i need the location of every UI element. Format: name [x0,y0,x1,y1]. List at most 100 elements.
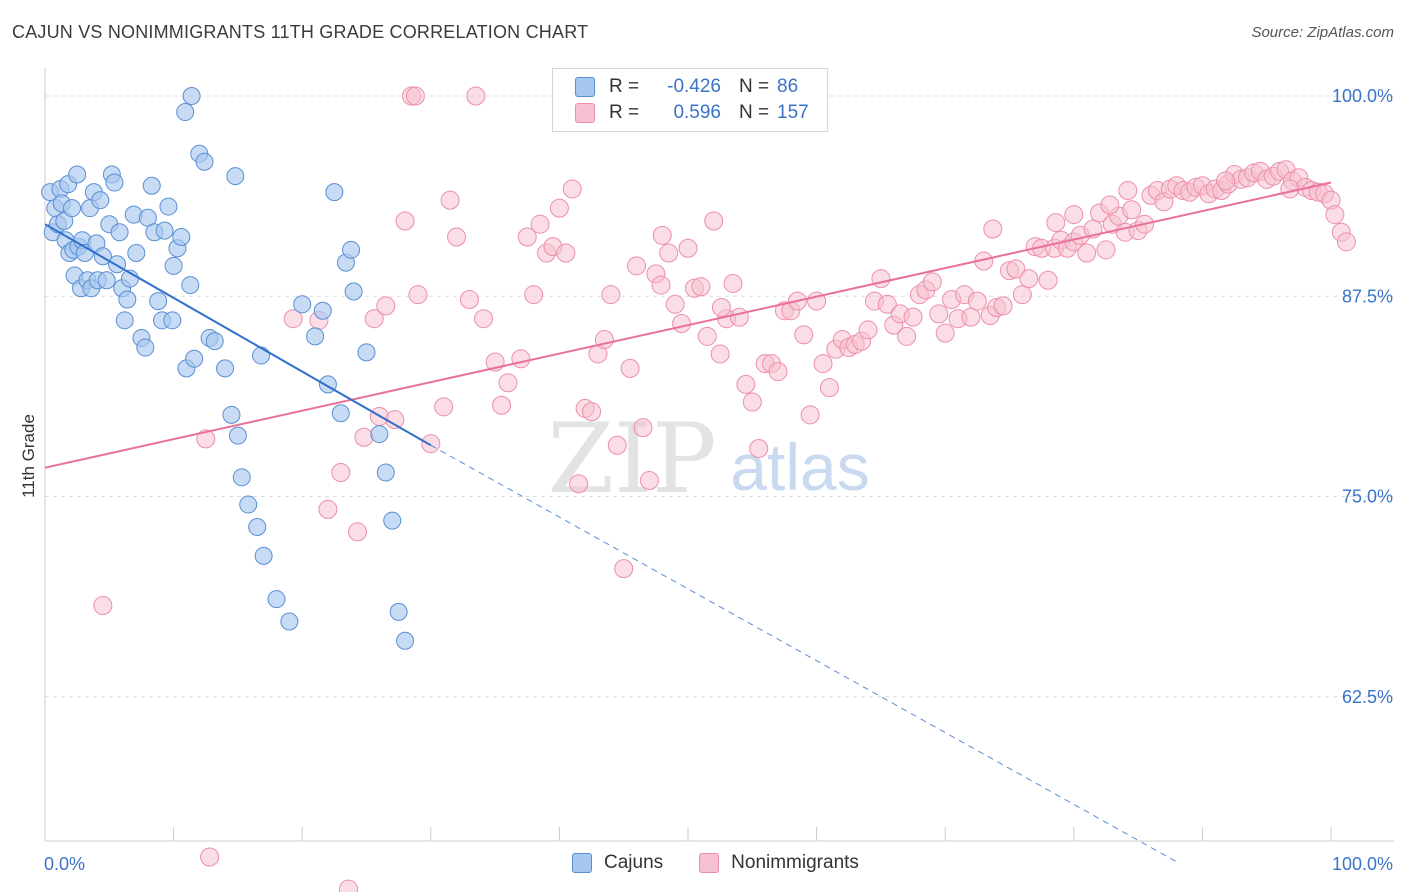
cajuns-point [325,183,344,202]
nonimmigrants-point [749,438,769,458]
nonimmigrants-point [633,418,653,438]
cajuns-point [164,256,183,275]
cajuns-swatch-icon [575,77,595,97]
nonimmigrants-point [440,190,460,210]
cajuns-point [127,244,146,263]
cajuns-point [118,290,137,309]
legend-item-nonimmigrants[interactable]: Nonimmigrants [699,852,859,874]
cajuns-point [205,332,224,351]
cajuns-point [306,327,325,346]
cajuns-point [108,255,127,274]
nonimmigrants-point [405,86,425,106]
nonimmigrants-point [672,314,692,334]
nonimmigrants-point [651,275,671,295]
cajuns-point [389,602,408,621]
nonimmigrants-point [983,219,1003,239]
watermark: ZIP atlas [547,403,869,515]
cajuns-point [181,276,200,295]
cajuns-point [396,631,415,650]
nonimmigrants-point [903,307,923,327]
nonimmigrants-point [697,326,717,346]
tick-labels: 62.5% 75.0% 87.5% 100.0% 0.0% 100.0% [44,86,1393,874]
nonimmigrants-point [338,879,358,892]
nonimmigrants-point [93,595,113,615]
nonimmigrants-point [897,326,917,346]
legend-item-cajuns[interactable]: Cajuns [572,852,663,874]
cajuns-point [267,590,286,609]
legend-n-value: 157 [777,102,809,123]
y-tick-label: 100.0% [1332,86,1393,106]
cajuns-point [155,221,174,240]
nonimmigrants-point [408,285,428,305]
cajuns-point [136,338,155,357]
nonimmigrants-point [556,243,576,263]
nonimmigrants-point [871,269,891,289]
nonimmigrants-point [614,559,634,579]
x-tick-label: 100.0% [1332,854,1393,874]
legend-n-value: 86 [777,76,799,97]
nonimmigrants-point [347,522,367,542]
cajuns-swatch-icon [572,853,592,873]
cajuns-point [357,343,376,362]
watermark-zip: ZIP [547,403,716,515]
nonimmigrants-point [1019,269,1039,289]
cajuns-point [383,511,402,530]
nonimmigrants-point [1006,259,1026,279]
cajuns-point [195,152,214,171]
nonimmigrants-point [331,463,351,483]
nonimmigrants-point [498,373,518,393]
nonimmigrants-point [1096,240,1116,260]
cajuns-point [280,612,299,631]
nonimmigrants-point [492,395,512,415]
nonimmigrants-point [922,272,942,292]
nonimmigrants-swatch-icon [575,103,595,123]
nonimmigrants-point [929,304,949,324]
nonimmigrants-point [601,285,621,305]
cajuns-point [142,176,161,195]
nonimmigrants-point [961,307,981,327]
legend-nonimmigrants-label: Nonimmigrants [731,852,859,873]
nonimmigrants-point [704,211,724,231]
nonimmigrants-point [447,227,467,247]
nonimmigrants-point [877,294,897,314]
nonimmigrants-point [794,325,814,345]
nonimmigrants-point [459,289,479,309]
x-tick-label: 0.0% [44,854,85,874]
nonimmigrants-point [196,429,216,449]
cajuns-point [68,165,87,184]
y-axis-label: 11th Grade [19,414,38,498]
nonimmigrants-point [607,435,627,455]
nonimmigrants-point [524,285,544,305]
y-tick-label: 87.5% [1342,286,1393,306]
nonimmigrants-point [200,847,220,867]
cajuns-point [344,282,363,301]
cajuns-trendline [44,223,432,447]
nonimmigrants-swatch-icon [699,853,720,873]
nonimmigrants-point [691,277,711,297]
nonimmigrants-point [665,294,685,314]
nonimmigrants-point [474,309,494,329]
cajuns-point [252,346,271,365]
legend-r-label: R = [609,102,640,123]
legend-r-value: 0.596 [673,102,721,123]
nonimmigrants-point [562,179,582,199]
cajuns-point [226,167,245,186]
nonimmigrants-point [1077,243,1097,263]
cajuns-point [182,87,201,106]
cajuns-point [239,495,258,514]
cajuns-point [222,405,241,424]
nonimmigrants-points [93,86,1356,892]
cajuns-point [248,517,267,536]
nonimmigrants-point [652,225,672,245]
nonimmigrants-point [768,362,788,382]
legend-cajuns-label: Cajuns [604,852,664,873]
nonimmigrants-point [1122,200,1142,220]
nonimmigrants-point [318,499,338,519]
nonimmigrants-point [729,307,749,327]
cajuns-point [149,292,168,311]
nonimmigrants-point [1038,270,1058,290]
nonimmigrants-point [283,309,303,329]
nonimmigrants-point [723,273,743,293]
nonimmigrants-point [466,86,486,106]
